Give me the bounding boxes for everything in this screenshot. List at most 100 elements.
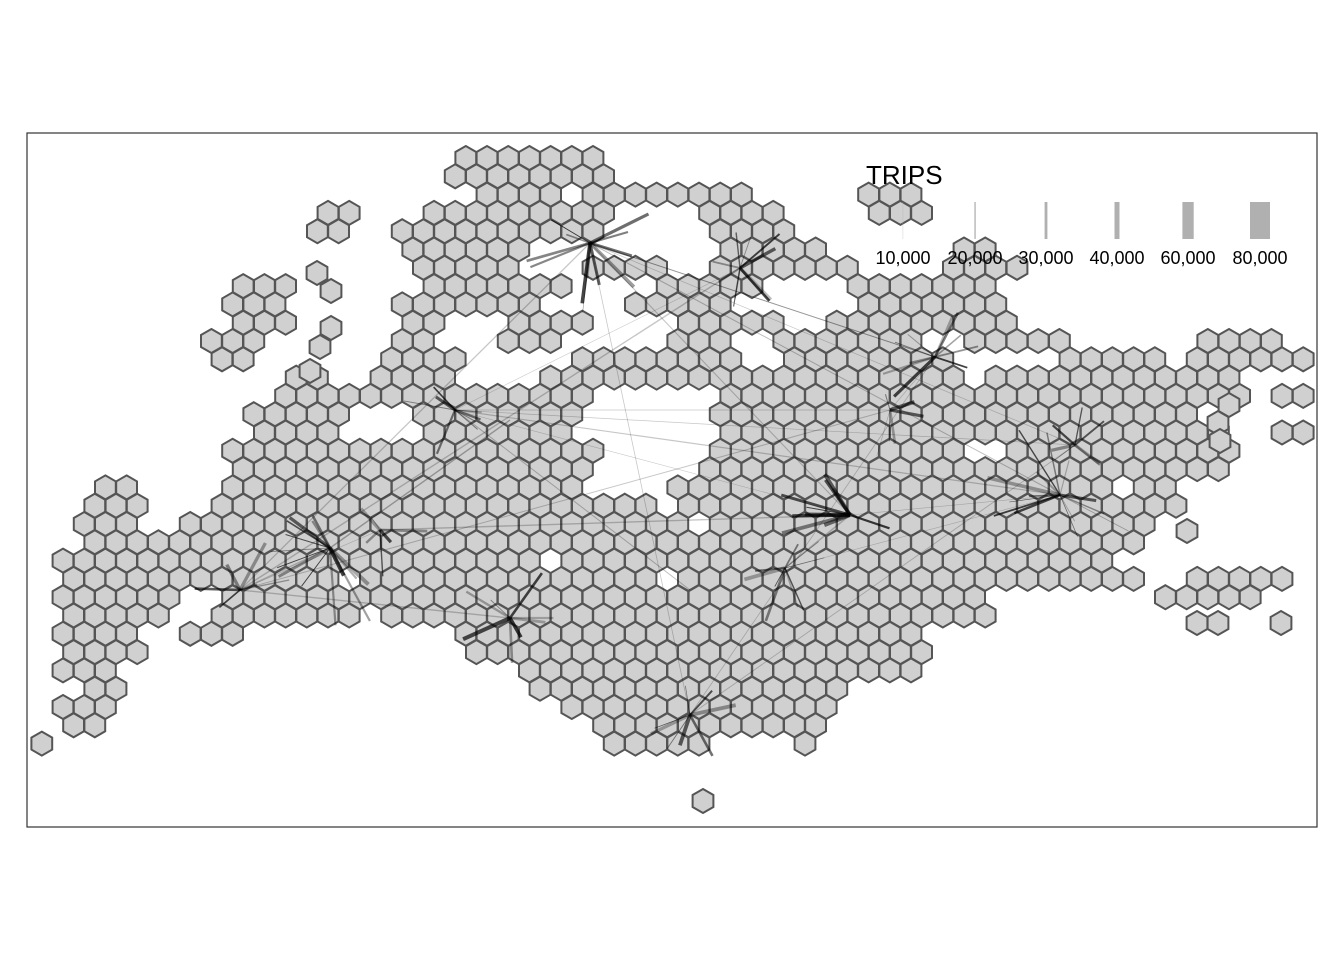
flow-line (933, 315, 954, 358)
flow-line (589, 242, 936, 358)
flow-line (359, 507, 382, 532)
flow-line (650, 713, 691, 736)
flow-line (589, 242, 1061, 496)
flow-line (774, 567, 786, 587)
hex-cell (793, 730, 817, 757)
flow-line (876, 409, 891, 457)
flow-line (1051, 443, 1076, 452)
hex-cell (465, 638, 488, 666)
hex-cell (308, 333, 332, 361)
hex-cell (454, 291, 478, 318)
hex-cell (83, 712, 107, 739)
flow-line (379, 514, 851, 531)
hex-cell (1291, 419, 1315, 446)
hex-cell (687, 730, 711, 757)
flow-line (454, 409, 482, 413)
hex-cell (274, 309, 297, 336)
hex-cell (772, 254, 796, 281)
flow-line (892, 355, 937, 398)
flow-line (365, 529, 381, 544)
hex-cell (1291, 382, 1315, 410)
flow-line (933, 312, 959, 358)
hex-cell (1175, 517, 1199, 545)
flow-line (379, 528, 428, 533)
hex-cell (1270, 346, 1294, 373)
hex-cell (319, 314, 343, 342)
hex-cell (189, 565, 213, 593)
flow-line (454, 409, 1076, 446)
flow-line (888, 409, 891, 442)
hex-cell (645, 730, 668, 757)
hex-cell (1164, 492, 1188, 519)
flow-line (688, 714, 714, 757)
hex-cell (231, 346, 255, 373)
hex-cell (274, 602, 297, 629)
flow-line (849, 494, 1061, 516)
legend-labels: 10,000 20,000 30,000 40,000 60,000 80,000 (875, 248, 1287, 268)
legend-label: 60,000 (1160, 248, 1215, 268)
flow-line (784, 543, 799, 569)
flow-line (934, 345, 979, 358)
hex-cell (51, 657, 75, 684)
flow-line (529, 241, 591, 269)
flow-line (1059, 494, 1105, 515)
flow-line (934, 334, 962, 358)
flow-line (526, 241, 591, 263)
hex-cell (1207, 455, 1230, 483)
hex-cell (687, 364, 711, 391)
flow-line (454, 409, 691, 591)
flow-line (894, 341, 936, 358)
flow-line (301, 547, 331, 587)
flow-line (454, 409, 478, 430)
hex-cell (1026, 327, 1050, 355)
flow-line (909, 355, 936, 365)
flow-line (379, 529, 384, 577)
hex-cell (867, 199, 891, 227)
flow-line (589, 212, 650, 245)
flow-line (1074, 444, 1101, 466)
flow-line (462, 616, 511, 642)
hex-cell (1122, 565, 1145, 593)
hex-cell (496, 327, 520, 355)
hex-cell (740, 712, 764, 739)
hex-cell (973, 419, 997, 446)
legend-label: 10,000 (875, 248, 930, 268)
hex-cell (1037, 565, 1061, 593)
hex-cell (1270, 419, 1294, 446)
flow-line (1059, 493, 1097, 503)
flow-line (831, 487, 852, 516)
flow-line (849, 513, 890, 530)
hex-cell (319, 277, 343, 305)
hex-cell (984, 327, 1008, 355)
flow-lines (194, 212, 1129, 757)
hex-cell (1185, 609, 1209, 637)
flow-line (566, 233, 591, 244)
flow-line (454, 267, 741, 411)
flow-line (764, 567, 787, 622)
flow-line (329, 547, 371, 622)
legend: TRIPS 10,000 20,000 30,000 40,000 60,000 80,0… (866, 160, 1288, 268)
flow-line (1059, 460, 1070, 496)
flow-line (239, 547, 331, 591)
flow-line (733, 267, 741, 307)
flow-line (1074, 407, 1083, 446)
hex-cell (624, 730, 647, 757)
legend-bar (1182, 202, 1194, 239)
flow-line (1035, 471, 1061, 496)
flow-line (435, 395, 456, 412)
hex-cell (1175, 584, 1198, 611)
flow-line (454, 408, 481, 421)
legend-bar (974, 202, 976, 239)
flow-line (311, 520, 331, 549)
hex-cell (298, 357, 322, 385)
flow-line (550, 219, 591, 244)
flow-line (1013, 493, 1061, 515)
legend-label: 20,000 (947, 248, 1002, 268)
flow-line (654, 714, 691, 729)
hex-cell (624, 364, 647, 391)
flow-line (888, 409, 897, 444)
hex-cell (475, 291, 499, 318)
flow-line (370, 516, 381, 531)
flow-line (784, 514, 851, 569)
